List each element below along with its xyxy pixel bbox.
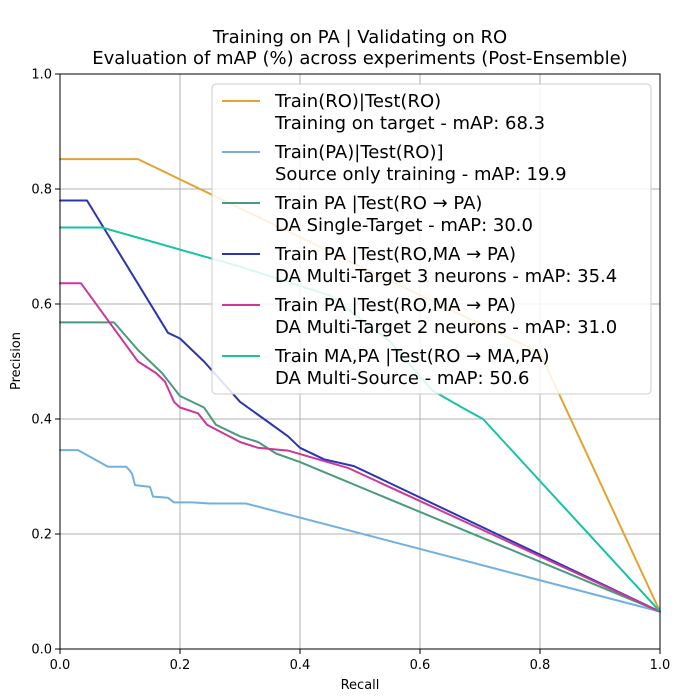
- y-tick-label: 0.6: [31, 298, 52, 313]
- x-tick-label: 0.6: [410, 658, 431, 673]
- legend-sublabel-6: DA Multi-Source - mAP: 50.6: [275, 368, 529, 389]
- legend-label-4: Train PA |Test(RO,MA → PA): [274, 244, 516, 265]
- legend-label-6: Train MA,PA |Test(RO → MA,PA): [274, 346, 550, 367]
- chart-subtitle: Evaluation of mAP (%) across experiments…: [92, 48, 627, 69]
- legend-sublabel-2: Source only training - mAP: 19.9: [275, 164, 567, 185]
- y-tick-label: 0.8: [31, 183, 52, 198]
- x-tick-label: 0.8: [530, 658, 551, 673]
- series-line-4: [59, 199, 661, 613]
- series-line-3: [59, 321, 661, 613]
- y-tick-label: 0.2: [31, 528, 52, 543]
- x-axis-label: Recall: [341, 678, 380, 693]
- y-axis-label: Precision: [9, 332, 24, 390]
- y-tick-label: 0.4: [31, 413, 52, 428]
- series-line-2: [59, 449, 661, 613]
- legend-label-5: Train PA |Test(RO,MA → PA): [274, 295, 516, 316]
- legend-sublabel-1: Training on target - mAP: 68.3: [274, 113, 545, 134]
- chart-title: Training on PA | Validating on RO: [212, 27, 507, 48]
- y-tick-label: 0.0: [31, 643, 52, 658]
- legend-box: [211, 83, 652, 395]
- x-tick-label: 1.0: [650, 658, 671, 673]
- x-tick-label: 0.2: [170, 658, 191, 673]
- legend-sublabel-4: DA Multi-Target 3 neurons - mAP: 35.4: [275, 266, 617, 287]
- legend-entries: Train(RO)|Test(RO)Training on target - m…: [222, 91, 617, 389]
- legend-sublabel-3: DA Single-Target - mAP: 30.0: [275, 215, 533, 236]
- legend: Train(RO)|Test(RO)Training on target - m…: [211, 83, 652, 395]
- legend-sublabel-5: DA Multi-Target 2 neurons - mAP: 31.0: [275, 317, 617, 338]
- series-line-5: [59, 282, 661, 613]
- legend-label-2: Train(PA)|Test(RO)]: [274, 142, 444, 163]
- plot-frame: [59, 73, 661, 650]
- axis-ticks: 0.0 0.2 0.4 0.6 0.8 1.0 0.0 0.2 0.4 0.6 0.8 1.0: [31, 68, 670, 674]
- x-tick-label: 0.4: [290, 658, 311, 673]
- legend-label-1: Train(RO)|Test(RO): [274, 91, 441, 112]
- y-tick-label: 1.0: [31, 68, 52, 83]
- x-tick-label: 0.0: [50, 658, 71, 673]
- legend-label-3: Train PA |Test(RO → PA): [274, 193, 482, 214]
